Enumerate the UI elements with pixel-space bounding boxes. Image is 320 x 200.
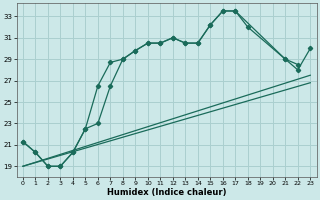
X-axis label: Humidex (Indice chaleur): Humidex (Indice chaleur) <box>107 188 226 197</box>
